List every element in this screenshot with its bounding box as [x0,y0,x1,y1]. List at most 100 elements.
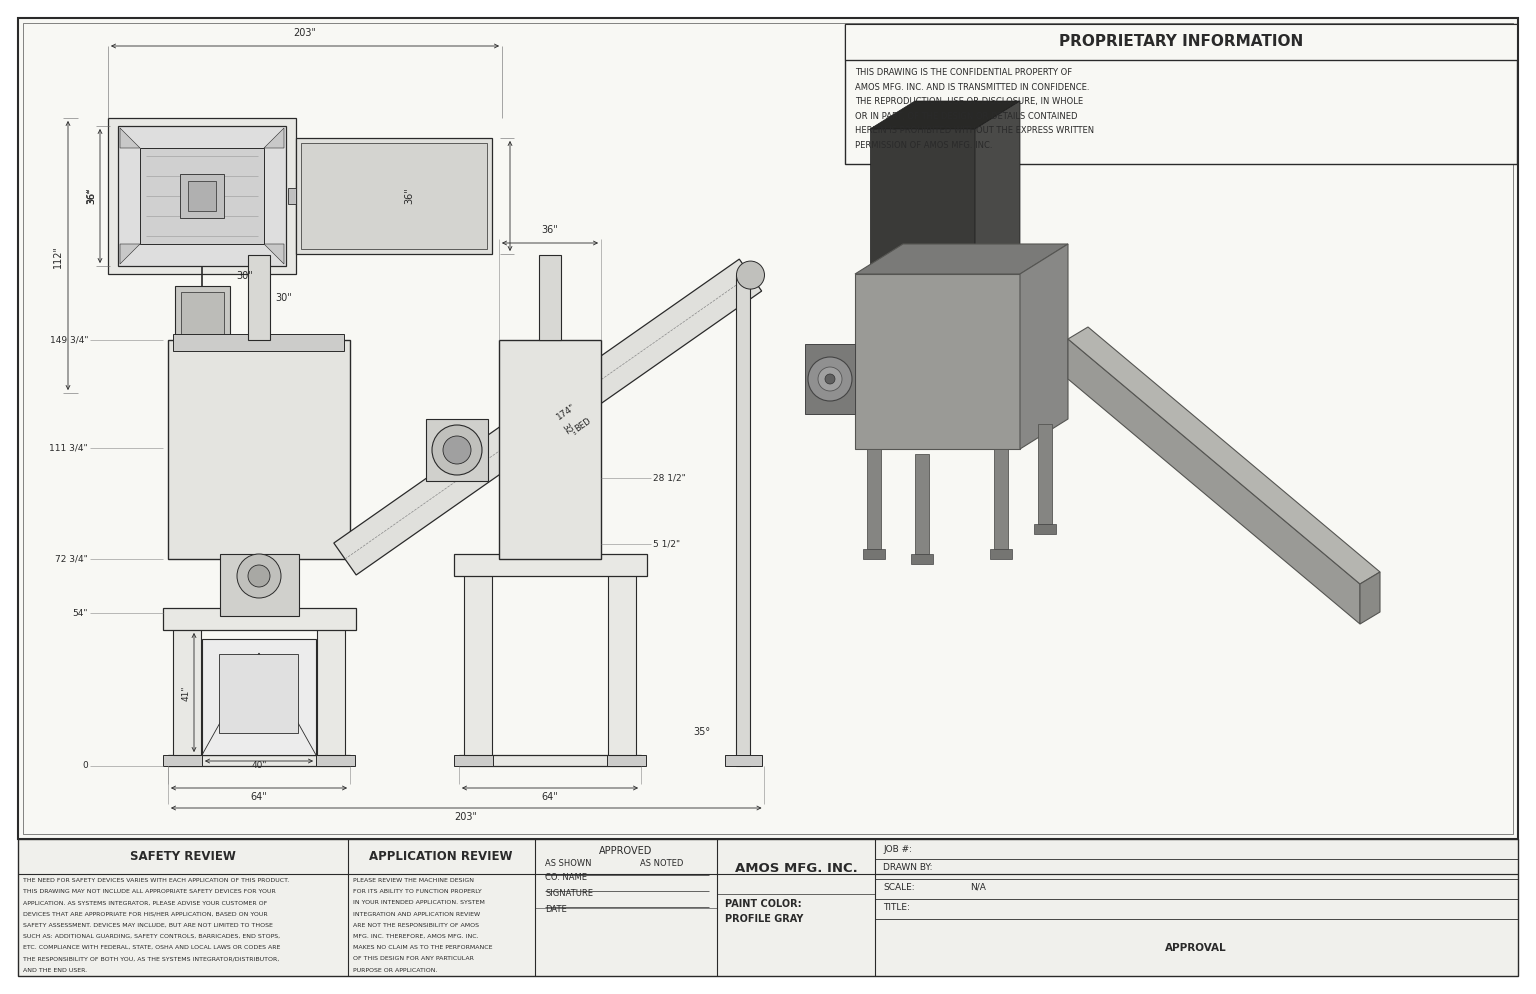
Text: JOB #:: JOB #: [883,845,912,854]
Polygon shape [805,344,856,414]
Text: N/A: N/A [971,883,986,892]
Text: 36": 36" [86,188,95,205]
Polygon shape [863,549,885,559]
Text: SUCH AS: ADDITIONAL GUARDING, SAFETY CONTROLS, BARRICADES, END STOPS,: SUCH AS: ADDITIONAL GUARDING, SAFETY CON… [23,934,280,939]
Text: THE REPRODUCTION, USE OR DISCLOSURE, IN WHOLE: THE REPRODUCTION, USE OR DISCLOSURE, IN … [856,97,1083,106]
Bar [608,559,636,755]
Circle shape [442,436,472,464]
Polygon shape [333,259,762,575]
Text: SIGNATURE: SIGNATURE [545,889,593,898]
Text: HEREIN IS PROHIBITED WITHOUT THE EXPRESS WRITTEN: HEREIN IS PROHIBITED WITHOUT THE EXPRESS… [856,126,1094,135]
Polygon shape [869,129,975,274]
Text: DEVICES THAT ARE APPROPRIATE FOR HIS/HER APPLICATION, BASED ON YOUR: DEVICES THAT ARE APPROPRIATE FOR HIS/HER… [23,911,267,916]
Text: 64": 64" [542,792,559,802]
Bar [167,340,350,559]
Bar [464,559,492,755]
Text: THIS DRAWING MAY NOT INCLUDE ALL APPROPRIATE SAFETY DEVICES FOR YOUR: THIS DRAWING MAY NOT INCLUDE ALL APPROPR… [23,890,276,895]
Bar [459,755,641,766]
Bar [181,292,224,352]
Text: 30": 30" [237,271,253,281]
Text: ETC. COMPLIANCE WITH FEDERAL, STATE, OSHA AND LOCAL LAWS OR CODES ARE: ETC. COMPLIANCE WITH FEDERAL, STATE, OSH… [23,945,281,950]
Text: SCALE:: SCALE: [883,883,914,892]
Text: AMOS MFG. INC.: AMOS MFG. INC. [734,863,857,876]
Bar [316,613,346,755]
Bar [163,608,356,630]
Text: 32": 32" [559,421,576,439]
Bar [316,755,355,766]
Polygon shape [120,128,140,148]
Polygon shape [856,244,1068,274]
Text: BED: BED [573,416,593,433]
Bar [455,554,647,576]
Text: APPROVAL: APPROVAL [1166,943,1227,953]
Polygon shape [911,554,932,564]
Text: THIS DRAWING IS THE CONFIDENTIAL PROPERTY OF: THIS DRAWING IS THE CONFIDENTIAL PROPERT… [856,68,1072,77]
Circle shape [247,565,270,587]
Bar [845,24,1518,60]
Polygon shape [1359,572,1379,624]
Text: 35°: 35° [693,727,711,737]
Text: INTEGRATION AND APPLICATION REVIEW: INTEGRATION AND APPLICATION REVIEW [353,911,481,916]
Bar [140,148,264,244]
Text: PLEASE REVIEW THE MACHINE DESIGN: PLEASE REVIEW THE MACHINE DESIGN [353,878,475,883]
Text: APPLICATION. AS SYSTEMS INTEGRATOR, PLEASE ADVISE YOUR CUSTOMER OF: APPLICATION. AS SYSTEMS INTEGRATOR, PLEA… [23,901,267,906]
Polygon shape [120,244,140,264]
Polygon shape [1020,244,1068,449]
Text: 36": 36" [88,188,97,204]
Polygon shape [991,549,1012,559]
Text: OF THIS DESIGN FOR ANY PARTICULAR: OF THIS DESIGN FOR ANY PARTICULAR [353,956,475,961]
Bar [203,639,316,755]
Circle shape [432,425,482,475]
Text: 64": 64" [250,792,267,802]
Polygon shape [869,101,1020,129]
Text: DRAWN BY:: DRAWN BY: [883,863,932,872]
Bar [301,143,487,249]
Text: 203": 203" [293,28,316,38]
Bar [174,613,201,755]
Polygon shape [264,128,284,148]
Bar [289,188,296,204]
Text: TITLE:: TITLE: [883,903,909,911]
Polygon shape [1038,424,1052,524]
Circle shape [237,554,281,598]
Bar [455,755,493,766]
Text: 36": 36" [404,188,415,205]
Text: PAINT COLOR:: PAINT COLOR: [725,899,802,909]
Text: PERMISSION OF AMOS MFG. INC.: PERMISSION OF AMOS MFG. INC. [856,140,992,149]
Circle shape [825,374,836,384]
Bar [607,755,647,766]
Text: APPROVED: APPROVED [599,846,653,856]
Text: SAFETY ASSESSMENT. DEVICES MAY INCLUDE, BUT ARE NOT LIMITED TO THOSE: SAFETY ASSESSMENT. DEVICES MAY INCLUDE, … [23,922,273,927]
Text: 0: 0 [83,761,88,770]
Bar [187,181,217,211]
Bar [247,255,270,340]
Text: 112": 112" [54,245,63,267]
Bar [118,126,286,266]
Bar [736,275,751,766]
Text: AS NOTED: AS NOTED [641,859,684,868]
Bar [425,419,488,481]
Text: 72 3/4": 72 3/4" [55,555,88,564]
Bar [220,554,300,616]
Text: OR IN PART, OF THE DESIGN OR DETAILS CONTAINED: OR IN PART, OF THE DESIGN OR DETAILS CON… [856,111,1077,120]
Bar [108,118,296,274]
Polygon shape [1034,524,1057,534]
Bar [499,340,601,559]
Text: 28 1/2": 28 1/2" [653,473,685,482]
Polygon shape [856,274,1020,449]
Text: SAFETY REVIEW: SAFETY REVIEW [131,851,237,864]
Text: 203": 203" [455,812,478,822]
Bar [163,755,203,766]
Text: 36": 36" [542,225,559,235]
Text: DATE: DATE [545,905,567,914]
Text: 41": 41" [181,685,190,701]
Text: PROPRIETARY INFORMATION: PROPRIETARY INFORMATION [1058,35,1303,50]
Polygon shape [1068,339,1359,624]
Bar [539,255,561,340]
Bar [296,138,492,254]
Text: 149 3/4": 149 3/4" [49,336,88,345]
Polygon shape [915,454,929,554]
Polygon shape [994,449,1008,549]
Circle shape [736,261,765,289]
Bar [725,755,762,766]
